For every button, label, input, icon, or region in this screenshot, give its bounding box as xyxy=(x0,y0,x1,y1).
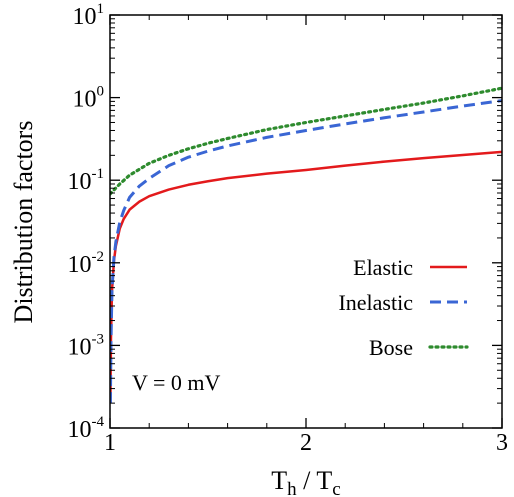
x-axis-label: Th / Tc xyxy=(271,466,340,497)
legend-label-inelastic: Inelastic xyxy=(338,290,413,315)
y-tick-label: 10-2 xyxy=(68,249,105,278)
x-axis-label-sub-c: c xyxy=(332,479,340,497)
legend-label-bose: Bose xyxy=(369,335,413,360)
legend-label-elastic: Elastic xyxy=(353,255,413,280)
series-line-bose xyxy=(110,86,502,196)
y-tick-label: 101 xyxy=(73,1,105,30)
series-layer xyxy=(110,86,502,404)
series-line-elastic xyxy=(110,150,502,404)
series-line-inelastic xyxy=(110,99,502,404)
y-tick-label: 100 xyxy=(73,84,105,113)
y-axis-label: Distribution factors xyxy=(9,121,38,324)
x-axis-label-main: T xyxy=(271,466,287,495)
y-tick-labels: 10-4 10-3 10-2 10-1 100 101 xyxy=(68,1,105,443)
x-tick-label: 2 xyxy=(300,430,312,456)
legend: Elastic Inelastic Bose xyxy=(338,255,469,360)
x-tick-label: 1 xyxy=(104,430,116,456)
annotation-voltage: V = 0 mV xyxy=(132,370,221,395)
plot-frame xyxy=(109,14,503,429)
x-tick-labels: 1 2 3 xyxy=(104,430,508,456)
ticks-layer xyxy=(109,14,503,429)
y-tick-label: 10-4 xyxy=(68,414,105,443)
x-axis-label-mid: / T xyxy=(297,466,333,495)
x-axis-label-sub-h: h xyxy=(287,479,297,497)
x-tick-label: 3 xyxy=(496,430,508,456)
y-tick-label: 10-1 xyxy=(68,166,105,195)
y-tick-label: 10-3 xyxy=(68,331,105,360)
